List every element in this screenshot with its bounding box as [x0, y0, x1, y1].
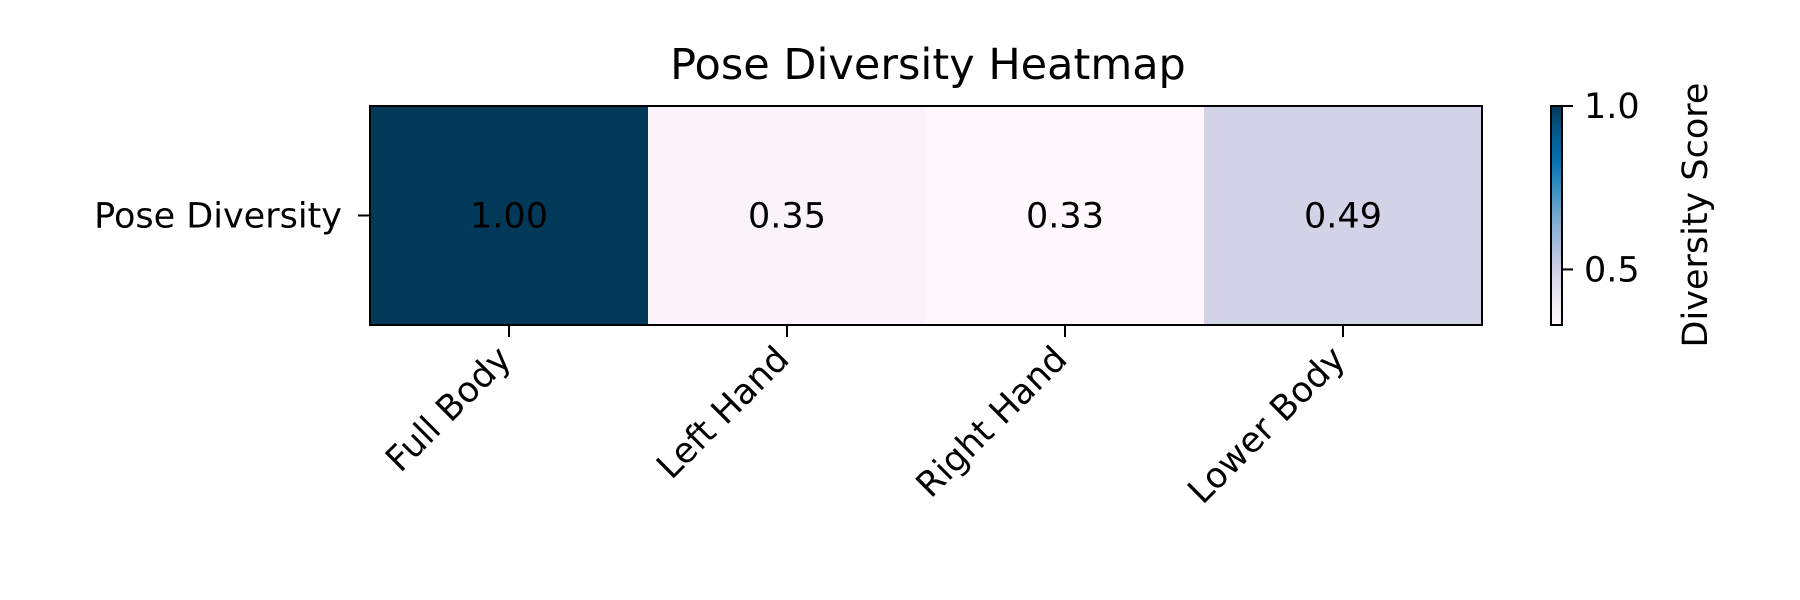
x-tick-label-right-hand: Right Hand [909, 339, 1076, 506]
cell-value-left-hand: 0.35 [748, 197, 826, 237]
x-tick-label-left-hand: Left Hand [649, 339, 797, 487]
cell-value-labels: 1.00 0.35 0.33 0.49 [470, 197, 1382, 237]
colorbar-tick-label: 1.0 [1584, 87, 1640, 127]
heatmap-cell-right-hand [926, 106, 1205, 326]
cell-value-right-hand: 0.33 [1026, 197, 1104, 237]
colorbar-tick-label: 0.5 [1584, 250, 1640, 290]
y-tick-label-pose-diversity: Pose Diversity [94, 197, 342, 237]
x-tick-label-full-body: Full Body [378, 339, 519, 480]
heatmap-cell-full-body [370, 106, 649, 326]
chart-title: Pose Diversity Heatmap [670, 40, 1186, 90]
y-axis-ticks: Pose Diversity [94, 197, 370, 237]
colorbar-frame [1550, 105, 1563, 326]
heatmap-cell-left-hand [648, 106, 927, 326]
heatmap-cell-lower-body [1204, 106, 1483, 326]
cell-value-lower-body: 0.49 [1304, 197, 1382, 237]
x-axis-ticks: Full Body Left Hand Right Hand Lower Body [378, 325, 1353, 512]
colorbar-ticks: 0.5 1.0 [1562, 87, 1640, 290]
colorbar-label: Diversity Score [1676, 83, 1716, 348]
colorbar: 0.5 1.0 Diversity Score [1550, 83, 1716, 348]
colorbar-gradient [1551, 106, 1562, 325]
cell-value-full-body: 1.00 [470, 197, 548, 237]
x-tick-label-lower-body: Lower Body [1181, 339, 1354, 512]
heatmap-cells [370, 106, 1483, 326]
